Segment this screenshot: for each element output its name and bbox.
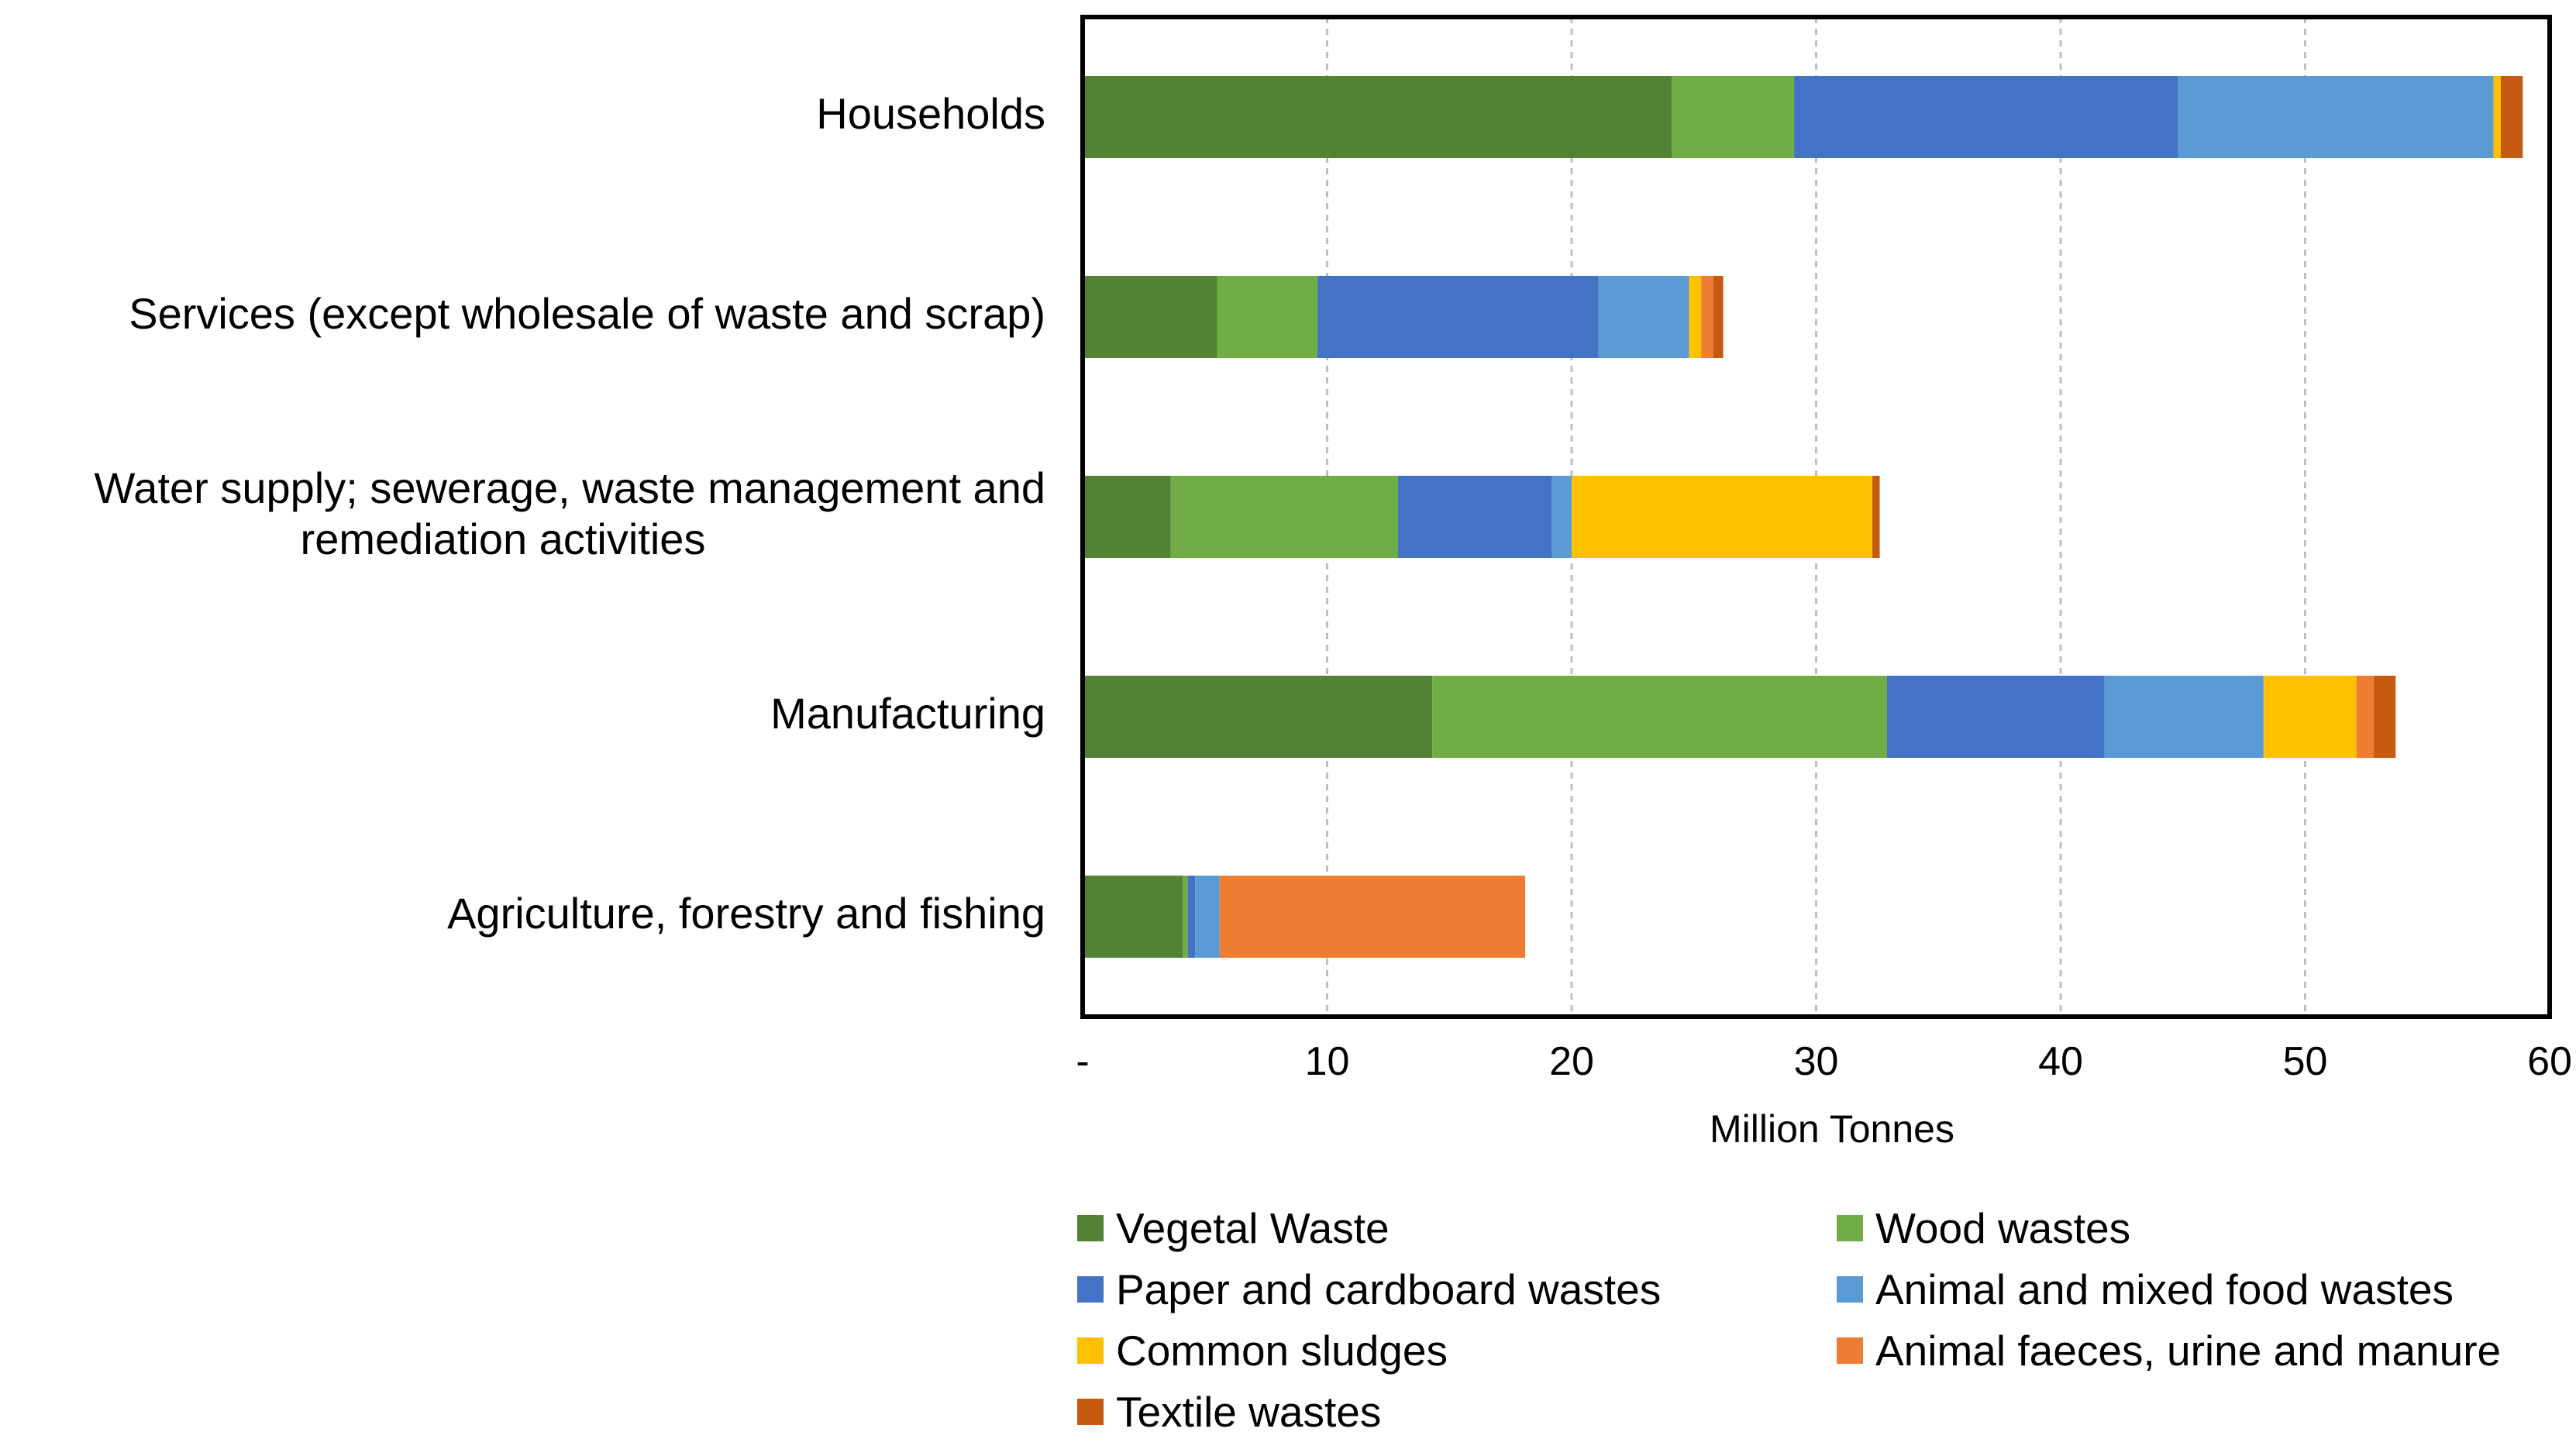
bar-segment-0-2 xyxy=(1794,76,2178,158)
legend-item: Paper and cardboard wastes xyxy=(1077,1262,1661,1317)
bar-segment-4-2 xyxy=(1187,876,1196,958)
legend-item: Animal and mixed food wastes xyxy=(1837,1262,2454,1317)
bar-segment-0-3 xyxy=(2178,76,2494,158)
legend-label: Paper and cardboard wastes xyxy=(1116,1265,1662,1313)
bar-segment-1-0 xyxy=(1083,276,1217,358)
x-tick-label: 10 xyxy=(1304,1039,1350,1084)
bar-segment-1-1 xyxy=(1217,276,1317,358)
legend-swatch xyxy=(1077,1215,1104,1241)
category-label-0: Households xyxy=(0,88,1045,139)
bar-segment-3-3 xyxy=(2104,676,2264,758)
bar-segment-3-5 xyxy=(2356,676,2374,758)
legend-swatch xyxy=(1077,1337,1104,1364)
legend-label: Common sludges xyxy=(1116,1327,1448,1375)
bar-segment-0-1 xyxy=(1672,76,1795,158)
legend-item: Common sludges xyxy=(1077,1323,1448,1378)
legend-label: Animal and mixed food wastes xyxy=(1875,1265,2454,1313)
bar-segment-3-6 xyxy=(2373,676,2396,758)
bar-segment-3-4 xyxy=(2263,676,2357,758)
legend-swatch xyxy=(1837,1276,1863,1303)
bar-segment-3-1 xyxy=(1432,676,1887,758)
legend-label: Animal faeces, urine and manure xyxy=(1875,1327,2502,1375)
bar-segment-0-6 xyxy=(2500,76,2523,158)
legend-item: Textile wastes xyxy=(1077,1385,1381,1439)
x-axis-title: Million Tonnes xyxy=(1710,1107,1954,1151)
legend-label: Wood wastes xyxy=(1875,1204,2131,1252)
legend-item: Wood wastes xyxy=(1837,1201,2130,1255)
bar-segment-0-0 xyxy=(1083,76,1672,158)
bar-segment-3-0 xyxy=(1083,676,1433,758)
legend-label: Vegetal Waste xyxy=(1116,1204,1390,1252)
x-tick-label: 50 xyxy=(2282,1039,2328,1084)
category-label-line: Agriculture, forestry and fishing xyxy=(447,889,1045,938)
bar-segment-1-4 xyxy=(1689,276,1702,358)
category-label-line: Manufacturing xyxy=(770,689,1045,738)
category-label-line: remediation activities xyxy=(300,515,706,563)
bar-segment-1-5 xyxy=(1701,276,1713,358)
legend-swatch xyxy=(1837,1337,1863,1364)
category-label-2: Water supply; sewerage, waste management… xyxy=(0,463,1045,565)
x-tick-label: - xyxy=(1076,1039,1090,1084)
bar-segment-4-0 xyxy=(1083,876,1183,958)
legend-swatch xyxy=(1837,1215,1863,1241)
x-tick-label: 20 xyxy=(1549,1039,1594,1084)
bar-segment-2-2 xyxy=(1397,476,1552,558)
plot-border xyxy=(1080,15,2552,1019)
legend-swatch xyxy=(1077,1276,1104,1303)
bar-segment-2-6 xyxy=(1872,476,1880,558)
bar-segment-4-3 xyxy=(1195,876,1220,958)
x-tick-label: 60 xyxy=(2527,1039,2572,1084)
bar-segment-4-1 xyxy=(1183,876,1188,958)
legend-item: Animal faeces, urine and manure xyxy=(1837,1323,2501,1378)
bar-segment-2-0 xyxy=(1083,476,1171,558)
category-label-4: Agriculture, forestry and fishing xyxy=(0,888,1045,939)
bar-segment-3-2 xyxy=(1886,676,2105,758)
bar-segment-1-3 xyxy=(1598,276,1689,358)
legend-swatch xyxy=(1077,1399,1104,1425)
bar-segment-2-4 xyxy=(1572,476,1873,558)
bar-segment-1-2 xyxy=(1317,276,1599,358)
category-label-1: Services (except wholesale of waste and … xyxy=(0,288,1045,339)
legend-item: Vegetal Waste xyxy=(1077,1201,1390,1255)
category-label-line: Water supply; sewerage, waste management… xyxy=(94,463,1045,512)
bar-segment-4-5 xyxy=(1219,876,1526,958)
x-tick-label: 40 xyxy=(2038,1039,2083,1084)
category-label-3: Manufacturing xyxy=(0,688,1045,739)
bar-segment-2-1 xyxy=(1170,476,1398,558)
x-tick-label: 30 xyxy=(1793,1039,1839,1084)
bar-segment-0-4 xyxy=(2493,76,2501,158)
legend: Vegetal Waste Wood wastes Paper and cardbo… xyxy=(1077,1201,2550,1449)
bar-segment-1-6 xyxy=(1713,276,1724,358)
legend-label: Textile wastes xyxy=(1116,1388,1382,1436)
bar-segment-2-3 xyxy=(1551,476,1572,558)
category-label-line: Households xyxy=(816,89,1045,138)
category-label-line: Services (except wholesale of waste and … xyxy=(129,289,1045,338)
